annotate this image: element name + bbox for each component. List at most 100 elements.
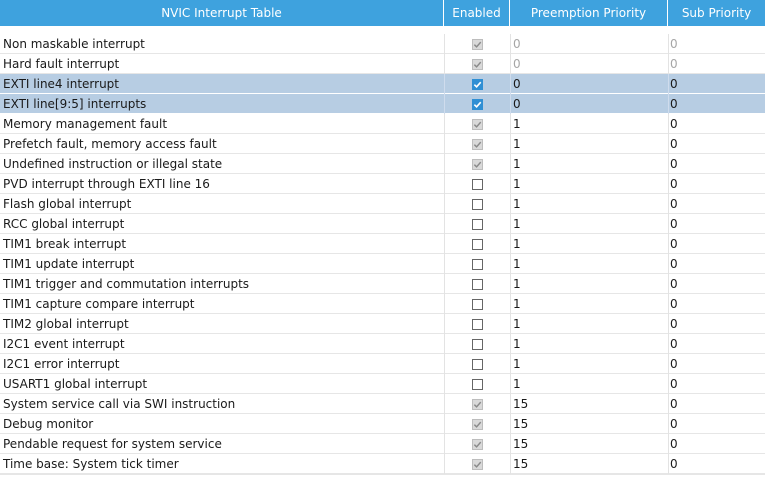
preemption-priority-cell[interactable]: 1 [510, 374, 668, 394]
sub-priority-cell[interactable]: 0 [668, 114, 765, 134]
sub-priority-cell[interactable]: 0 [668, 274, 765, 294]
sub-priority-cell[interactable]: 0 [668, 134, 765, 154]
table-row[interactable]: Memory management fault 1 0 [0, 114, 765, 134]
sub-priority-cell[interactable]: 0 [668, 174, 765, 194]
enabled-checkbox[interactable] [472, 218, 483, 230]
enabled-checkbox[interactable] [472, 278, 483, 290]
preemption-priority-cell[interactable]: 15 [510, 434, 668, 454]
table-row[interactable]: Hard fault interrupt 0 0 [0, 54, 765, 74]
interrupt-name-cell: Undefined instruction or illegal state [3, 157, 223, 171]
preemption-priority-cell[interactable]: 1 [510, 334, 668, 354]
sub-priority-cell[interactable]: 0 [668, 454, 765, 474]
preemption-priority-cell[interactable]: 1 [510, 314, 668, 334]
preemption-priority-cell[interactable]: 1 [510, 354, 668, 374]
preemption-priority-cell[interactable]: 1 [510, 194, 668, 214]
preemption-priority-cell[interactable]: 0 [510, 74, 668, 94]
preemption-priority-cell[interactable]: 1 [510, 134, 668, 154]
interrupt-name-cell: TIM1 update interrupt [3, 257, 135, 271]
sub-priority-cell[interactable]: 0 [668, 94, 765, 114]
enabled-cell [444, 374, 510, 394]
sub-priority-cell[interactable]: 0 [668, 214, 765, 234]
preemption-priority-cell[interactable]: 1 [510, 254, 668, 274]
table-row[interactable]: TIM1 update interrupt 1 0 [0, 254, 765, 274]
preemption-priority-cell[interactable]: 1 [510, 294, 668, 314]
preemption-priority-cell[interactable]: 1 [510, 154, 668, 174]
enabled-cell [444, 134, 510, 154]
enabled-cell [444, 194, 510, 214]
table-row[interactable]: I2C1 error interrupt 1 0 [0, 354, 765, 374]
header-sub-priority[interactable]: Sub Priority [668, 0, 765, 26]
interrupt-name-cell: Pendable request for system service [3, 437, 222, 451]
preemption-priority-cell[interactable]: 1 [510, 114, 668, 134]
enabled-checkbox[interactable] [472, 358, 483, 370]
interrupt-name-cell: TIM2 global interrupt [3, 317, 129, 331]
table-row[interactable]: EXTI line4 interrupt 0 0 [0, 74, 765, 94]
table-row[interactable]: TIM1 break interrupt 1 0 [0, 234, 765, 254]
table-row[interactable]: Prefetch fault, memory access fault 1 0 [0, 134, 765, 154]
table-row[interactable]: Flash global interrupt 1 0 [0, 194, 765, 214]
table-row[interactable]: System service call via SWI instruction 1… [0, 394, 765, 414]
preemption-priority-cell[interactable]: 15 [510, 454, 668, 474]
table-row[interactable]: TIM2 global interrupt 1 0 [0, 314, 765, 334]
enabled-cell [444, 154, 510, 174]
enabled-checkbox [472, 158, 483, 170]
table-row[interactable]: USART1 global interrupt 1 0 [0, 374, 765, 394]
sub-priority-cell[interactable]: 0 [668, 374, 765, 394]
sub-priority-cell[interactable]: 0 [668, 434, 765, 454]
sub-priority-cell[interactable]: 0 [668, 234, 765, 254]
sub-priority-cell[interactable]: 0 [668, 74, 765, 94]
sub-priority-cell[interactable]: 0 [668, 414, 765, 434]
enabled-checkbox[interactable] [472, 78, 483, 90]
enabled-checkbox [472, 118, 483, 130]
table-row[interactable]: TIM1 trigger and commutation interrupts 1… [0, 274, 765, 294]
enabled-checkbox [472, 458, 483, 470]
enabled-checkbox [472, 38, 483, 50]
preemption-priority-cell[interactable]: 1 [510, 174, 668, 194]
preemption-priority-cell[interactable]: 15 [510, 394, 668, 414]
enabled-checkbox[interactable] [472, 238, 483, 250]
table-row[interactable]: Non maskable interrupt 0 0 [0, 34, 765, 54]
enabled-checkbox[interactable] [472, 178, 483, 190]
enabled-checkbox[interactable] [472, 378, 483, 390]
enabled-checkbox[interactable] [472, 298, 483, 310]
enabled-checkbox[interactable] [472, 258, 483, 270]
table-row[interactable]: Pendable request for system service 15 0 [0, 434, 765, 454]
sub-priority-cell[interactable]: 0 [668, 254, 765, 274]
sub-priority-cell[interactable]: 0 [668, 334, 765, 354]
enabled-cell [444, 354, 510, 374]
sub-priority-cell: 0 [668, 34, 765, 54]
enabled-checkbox[interactable] [472, 318, 483, 330]
interrupt-name-cell: Non maskable interrupt [3, 37, 145, 51]
table-row[interactable]: RCC global interrupt 1 0 [0, 214, 765, 234]
table-row[interactable]: I2C1 event interrupt 1 0 [0, 334, 765, 354]
sub-priority-cell[interactable]: 0 [668, 154, 765, 174]
header-interrupt-name[interactable]: NVIC Interrupt Table [0, 0, 444, 26]
preemption-priority-cell: 0 [510, 34, 668, 54]
table-row[interactable]: PVD interrupt through EXTI line 16 1 0 [0, 174, 765, 194]
table-header: NVIC Interrupt Table Enabled Preemption … [0, 0, 765, 26]
table-row[interactable]: Time base: System tick timer 15 0 [0, 454, 765, 474]
interrupt-name-cell: RCC global interrupt [3, 217, 125, 231]
interrupt-name-cell: PVD interrupt through EXTI line 16 [3, 177, 210, 191]
sub-priority-cell[interactable]: 0 [668, 194, 765, 214]
enabled-cell [444, 234, 510, 254]
sub-priority-cell[interactable]: 0 [668, 294, 765, 314]
enabled-cell [444, 94, 510, 114]
table-row[interactable]: EXTI line[9:5] interrupts 0 0 [0, 94, 765, 114]
preemption-priority-cell[interactable]: 15 [510, 414, 668, 434]
preemption-priority-cell[interactable]: 0 [510, 94, 668, 114]
sub-priority-cell[interactable]: 0 [668, 354, 765, 374]
table-row[interactable]: Debug monitor 15 0 [0, 414, 765, 434]
preemption-priority-cell[interactable]: 1 [510, 214, 668, 234]
table-row[interactable]: TIM1 capture compare interrupt 1 0 [0, 294, 765, 314]
enabled-checkbox[interactable] [472, 198, 483, 210]
enabled-checkbox[interactable] [472, 98, 483, 110]
table-row[interactable]: Undefined instruction or illegal state 1 0 [0, 154, 765, 174]
sub-priority-cell[interactable]: 0 [668, 314, 765, 334]
preemption-priority-cell[interactable]: 1 [510, 274, 668, 294]
enabled-checkbox[interactable] [472, 338, 483, 350]
sub-priority-cell[interactable]: 0 [668, 394, 765, 414]
header-preemption-priority[interactable]: Preemption Priority [510, 0, 668, 26]
header-enabled[interactable]: Enabled [444, 0, 510, 26]
preemption-priority-cell[interactable]: 1 [510, 234, 668, 254]
